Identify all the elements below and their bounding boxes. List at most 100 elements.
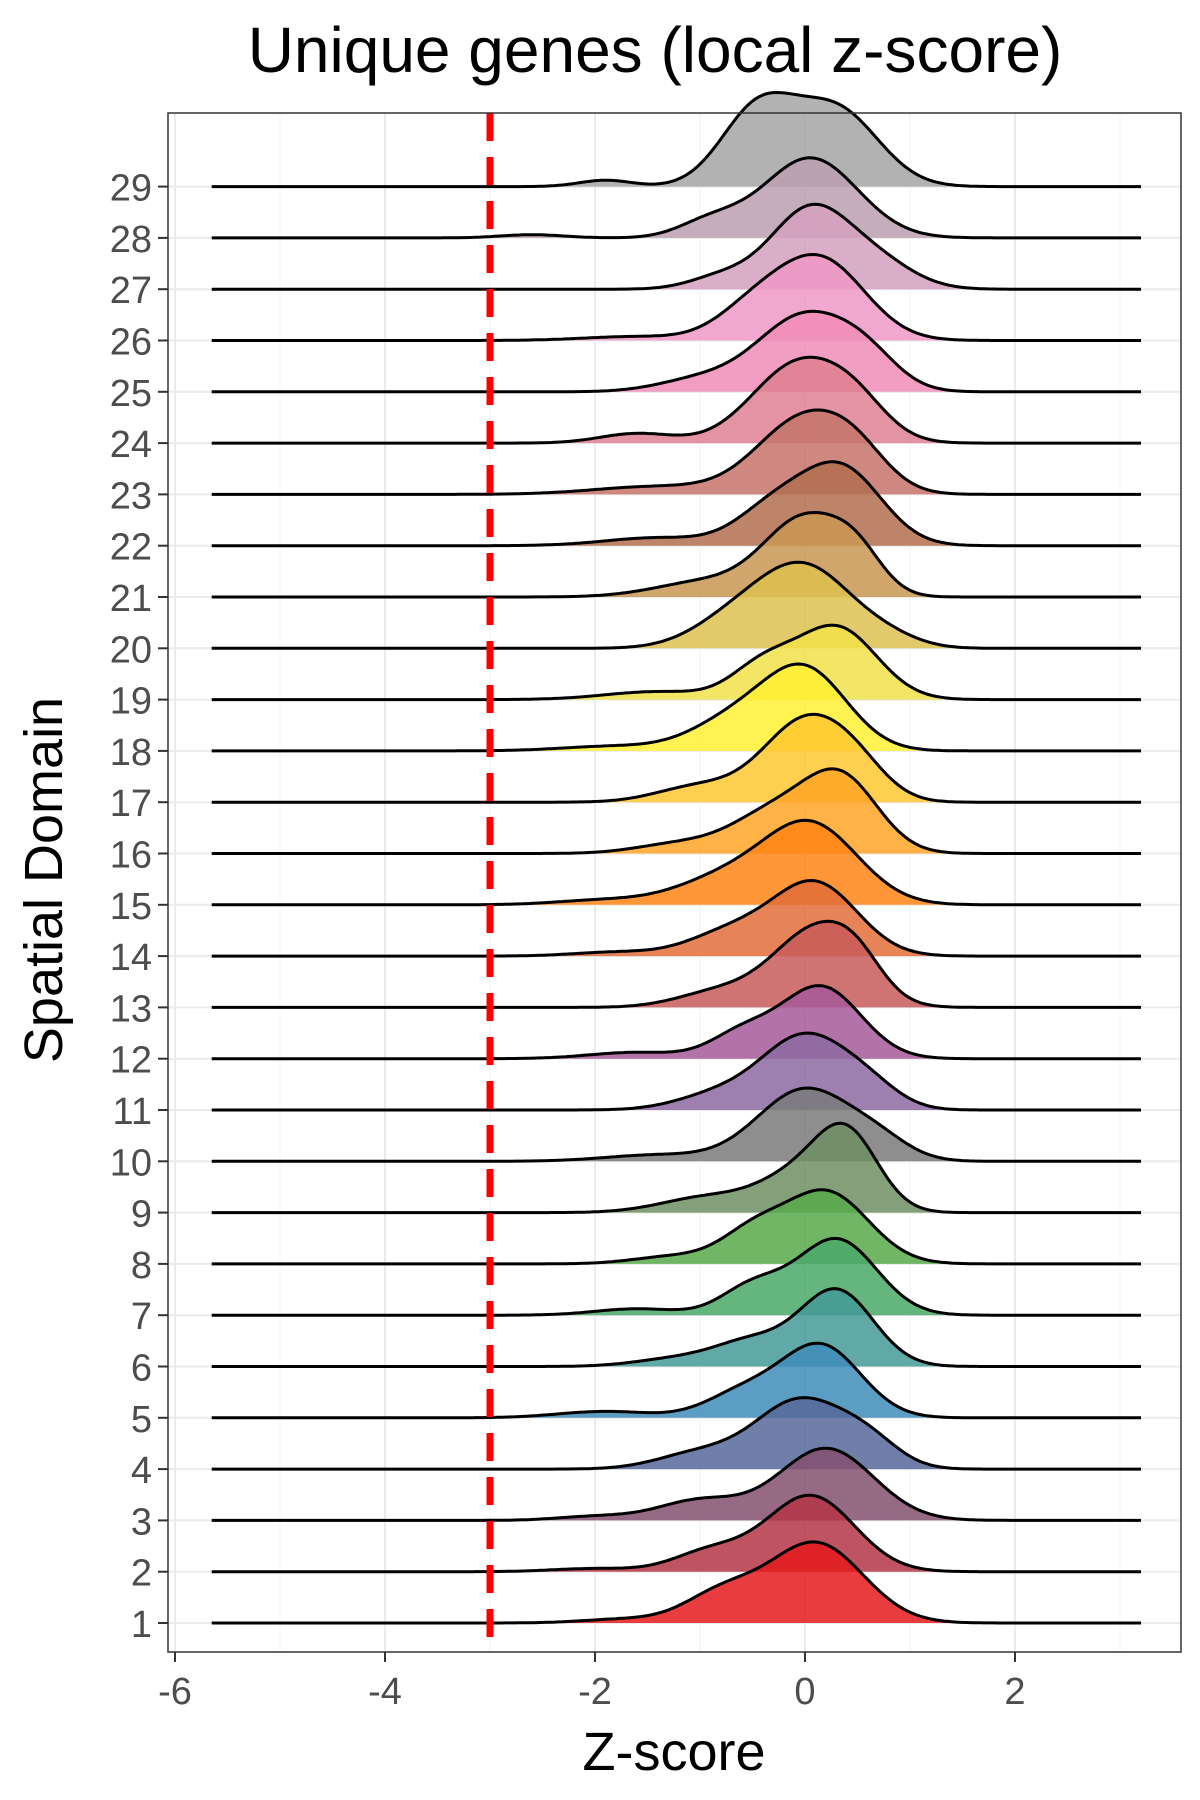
ridge-fill-3 <box>211 1448 1141 1521</box>
y-tick-label: 29 <box>110 168 152 210</box>
x-axis: -6 -4 -2 0 2 <box>158 1652 1026 1713</box>
ridge-fill-29 <box>211 92 1141 187</box>
y-tick-label: 11 <box>113 1091 152 1133</box>
y-tick-label: 6 <box>131 1348 152 1390</box>
ridge-line-12 <box>211 984 1141 1061</box>
ridge-7 <box>211 1236 1141 1317</box>
ridge-line-2 <box>211 1493 1141 1574</box>
y-tick-label: 21 <box>110 578 152 620</box>
y-axis: 1234567891011121314151617181920212223242… <box>110 168 168 1646</box>
x-tick-label: -4 <box>368 1671 402 1713</box>
ridge-19 <box>211 623 1141 702</box>
ridge-line-16 <box>211 767 1141 855</box>
y-tick-label: 1 <box>131 1604 152 1646</box>
ridge-26 <box>211 253 1141 342</box>
ridge-line-21 <box>211 511 1141 599</box>
ridge-12 <box>211 984 1141 1061</box>
ridge-line-6 <box>211 1287 1141 1368</box>
y-tick-label: 24 <box>110 424 152 466</box>
ridge-9 <box>211 1121 1141 1215</box>
ridge-line-18 <box>211 662 1141 753</box>
x-tick-label: 0 <box>794 1671 815 1713</box>
ridge-line-28 <box>211 156 1141 240</box>
ridge-line-14 <box>211 879 1141 958</box>
ridge-17 <box>211 712 1141 804</box>
y-tick-label: 25 <box>110 373 152 415</box>
ridge-1 <box>211 1540 1141 1625</box>
ridge-line-20 <box>211 560 1141 650</box>
ridge-fill-18 <box>211 664 1141 751</box>
ridge-27 <box>211 202 1141 291</box>
x-tick-label: -2 <box>578 1671 612 1713</box>
ridge-6 <box>211 1287 1141 1368</box>
y-tick-label: 19 <box>110 681 152 723</box>
y-tick-label: 18 <box>110 732 152 774</box>
ridge-line-27 <box>211 202 1141 291</box>
y-tick-label: 20 <box>110 629 152 671</box>
ridge-line-15 <box>211 818 1141 907</box>
ridge-line-1 <box>211 1540 1141 1625</box>
ridge-8 <box>211 1188 1141 1266</box>
ridge-fill-24 <box>211 357 1141 444</box>
y-tick-label: 12 <box>110 1040 152 1082</box>
ridge-15 <box>211 818 1141 907</box>
y-tick-label: 10 <box>110 1142 152 1184</box>
ridge-line-11 <box>211 1031 1141 1112</box>
y-tick-label: 17 <box>110 783 152 825</box>
ridge-fill-4 <box>211 1397 1141 1470</box>
ridge-line-7 <box>211 1236 1141 1317</box>
ridge-13 <box>211 919 1141 1009</box>
ridge-line-10 <box>211 1086 1141 1163</box>
y-axis-title: Spatial Domain <box>14 697 74 1063</box>
grid-lines <box>168 113 1181 1652</box>
ridge-line-26 <box>211 253 1141 342</box>
ridge-5 <box>211 1341 1141 1420</box>
ridge-10 <box>211 1086 1141 1163</box>
ridge-line-22 <box>211 460 1141 548</box>
ridge-line-9 <box>211 1121 1141 1215</box>
ridge-fill-15 <box>211 820 1141 905</box>
y-tick-label: 13 <box>110 988 152 1030</box>
y-tick-label: 16 <box>110 835 152 877</box>
ridge-25 <box>211 309 1141 394</box>
x-tick-label: -6 <box>158 1671 192 1713</box>
ridge-14 <box>211 879 1141 958</box>
y-tick-label: 3 <box>131 1501 152 1543</box>
ridge-line-4 <box>211 1396 1141 1471</box>
panel-border <box>167 112 1182 1653</box>
ridge-fill-1 <box>211 1541 1141 1623</box>
ridge-24 <box>211 355 1141 445</box>
y-tick-label: 2 <box>131 1553 152 1595</box>
ridge-line-29 <box>211 91 1141 189</box>
y-tick-label: 27 <box>110 270 152 312</box>
y-tick-label: 7 <box>131 1296 152 1338</box>
ridge-line-17 <box>211 712 1141 804</box>
ridge-28 <box>211 156 1141 240</box>
ridge-fill-11 <box>211 1033 1141 1110</box>
chart-title: Unique genes (local z-score) <box>248 14 1063 86</box>
ridge-fill-7 <box>211 1238 1141 1316</box>
ridge-line-19 <box>211 623 1141 702</box>
y-tick-label: 4 <box>131 1450 152 1492</box>
x-tick-label: 2 <box>1004 1671 1025 1713</box>
ridge-20 <box>211 560 1141 650</box>
ridge-line-24 <box>211 355 1141 445</box>
ridge-23 <box>211 408 1141 496</box>
ridge-line-25 <box>211 309 1141 394</box>
ridge-16 <box>211 767 1141 855</box>
ridge-11 <box>211 1031 1141 1112</box>
y-tick-label: 8 <box>131 1245 152 1287</box>
ridge-fill-28 <box>211 157 1141 238</box>
ridge-line-13 <box>211 919 1141 1009</box>
ridge-line-8 <box>211 1188 1141 1266</box>
ridge-fill-27 <box>211 204 1141 290</box>
y-tick-label: 5 <box>131 1399 152 1441</box>
ridge-21 <box>211 511 1141 599</box>
ridge-line-23 <box>211 408 1141 496</box>
y-tick-label: 15 <box>110 886 152 928</box>
ridge-4 <box>211 1396 1141 1471</box>
y-tick-label: 9 <box>131 1194 152 1236</box>
ridge-fill-23 <box>211 410 1141 495</box>
ridge-line-5 <box>211 1341 1141 1420</box>
